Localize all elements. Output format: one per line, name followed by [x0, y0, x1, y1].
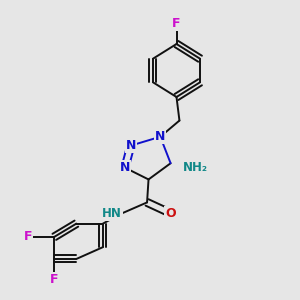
Text: NH₂: NH₂: [183, 161, 208, 174]
Text: F: F: [50, 273, 58, 286]
Text: F: F: [24, 230, 32, 243]
Text: HN: HN: [102, 207, 122, 220]
Text: N: N: [126, 139, 136, 152]
Text: N: N: [120, 161, 130, 174]
Text: N: N: [155, 130, 166, 143]
Text: F: F: [172, 17, 181, 30]
Text: O: O: [165, 207, 176, 220]
